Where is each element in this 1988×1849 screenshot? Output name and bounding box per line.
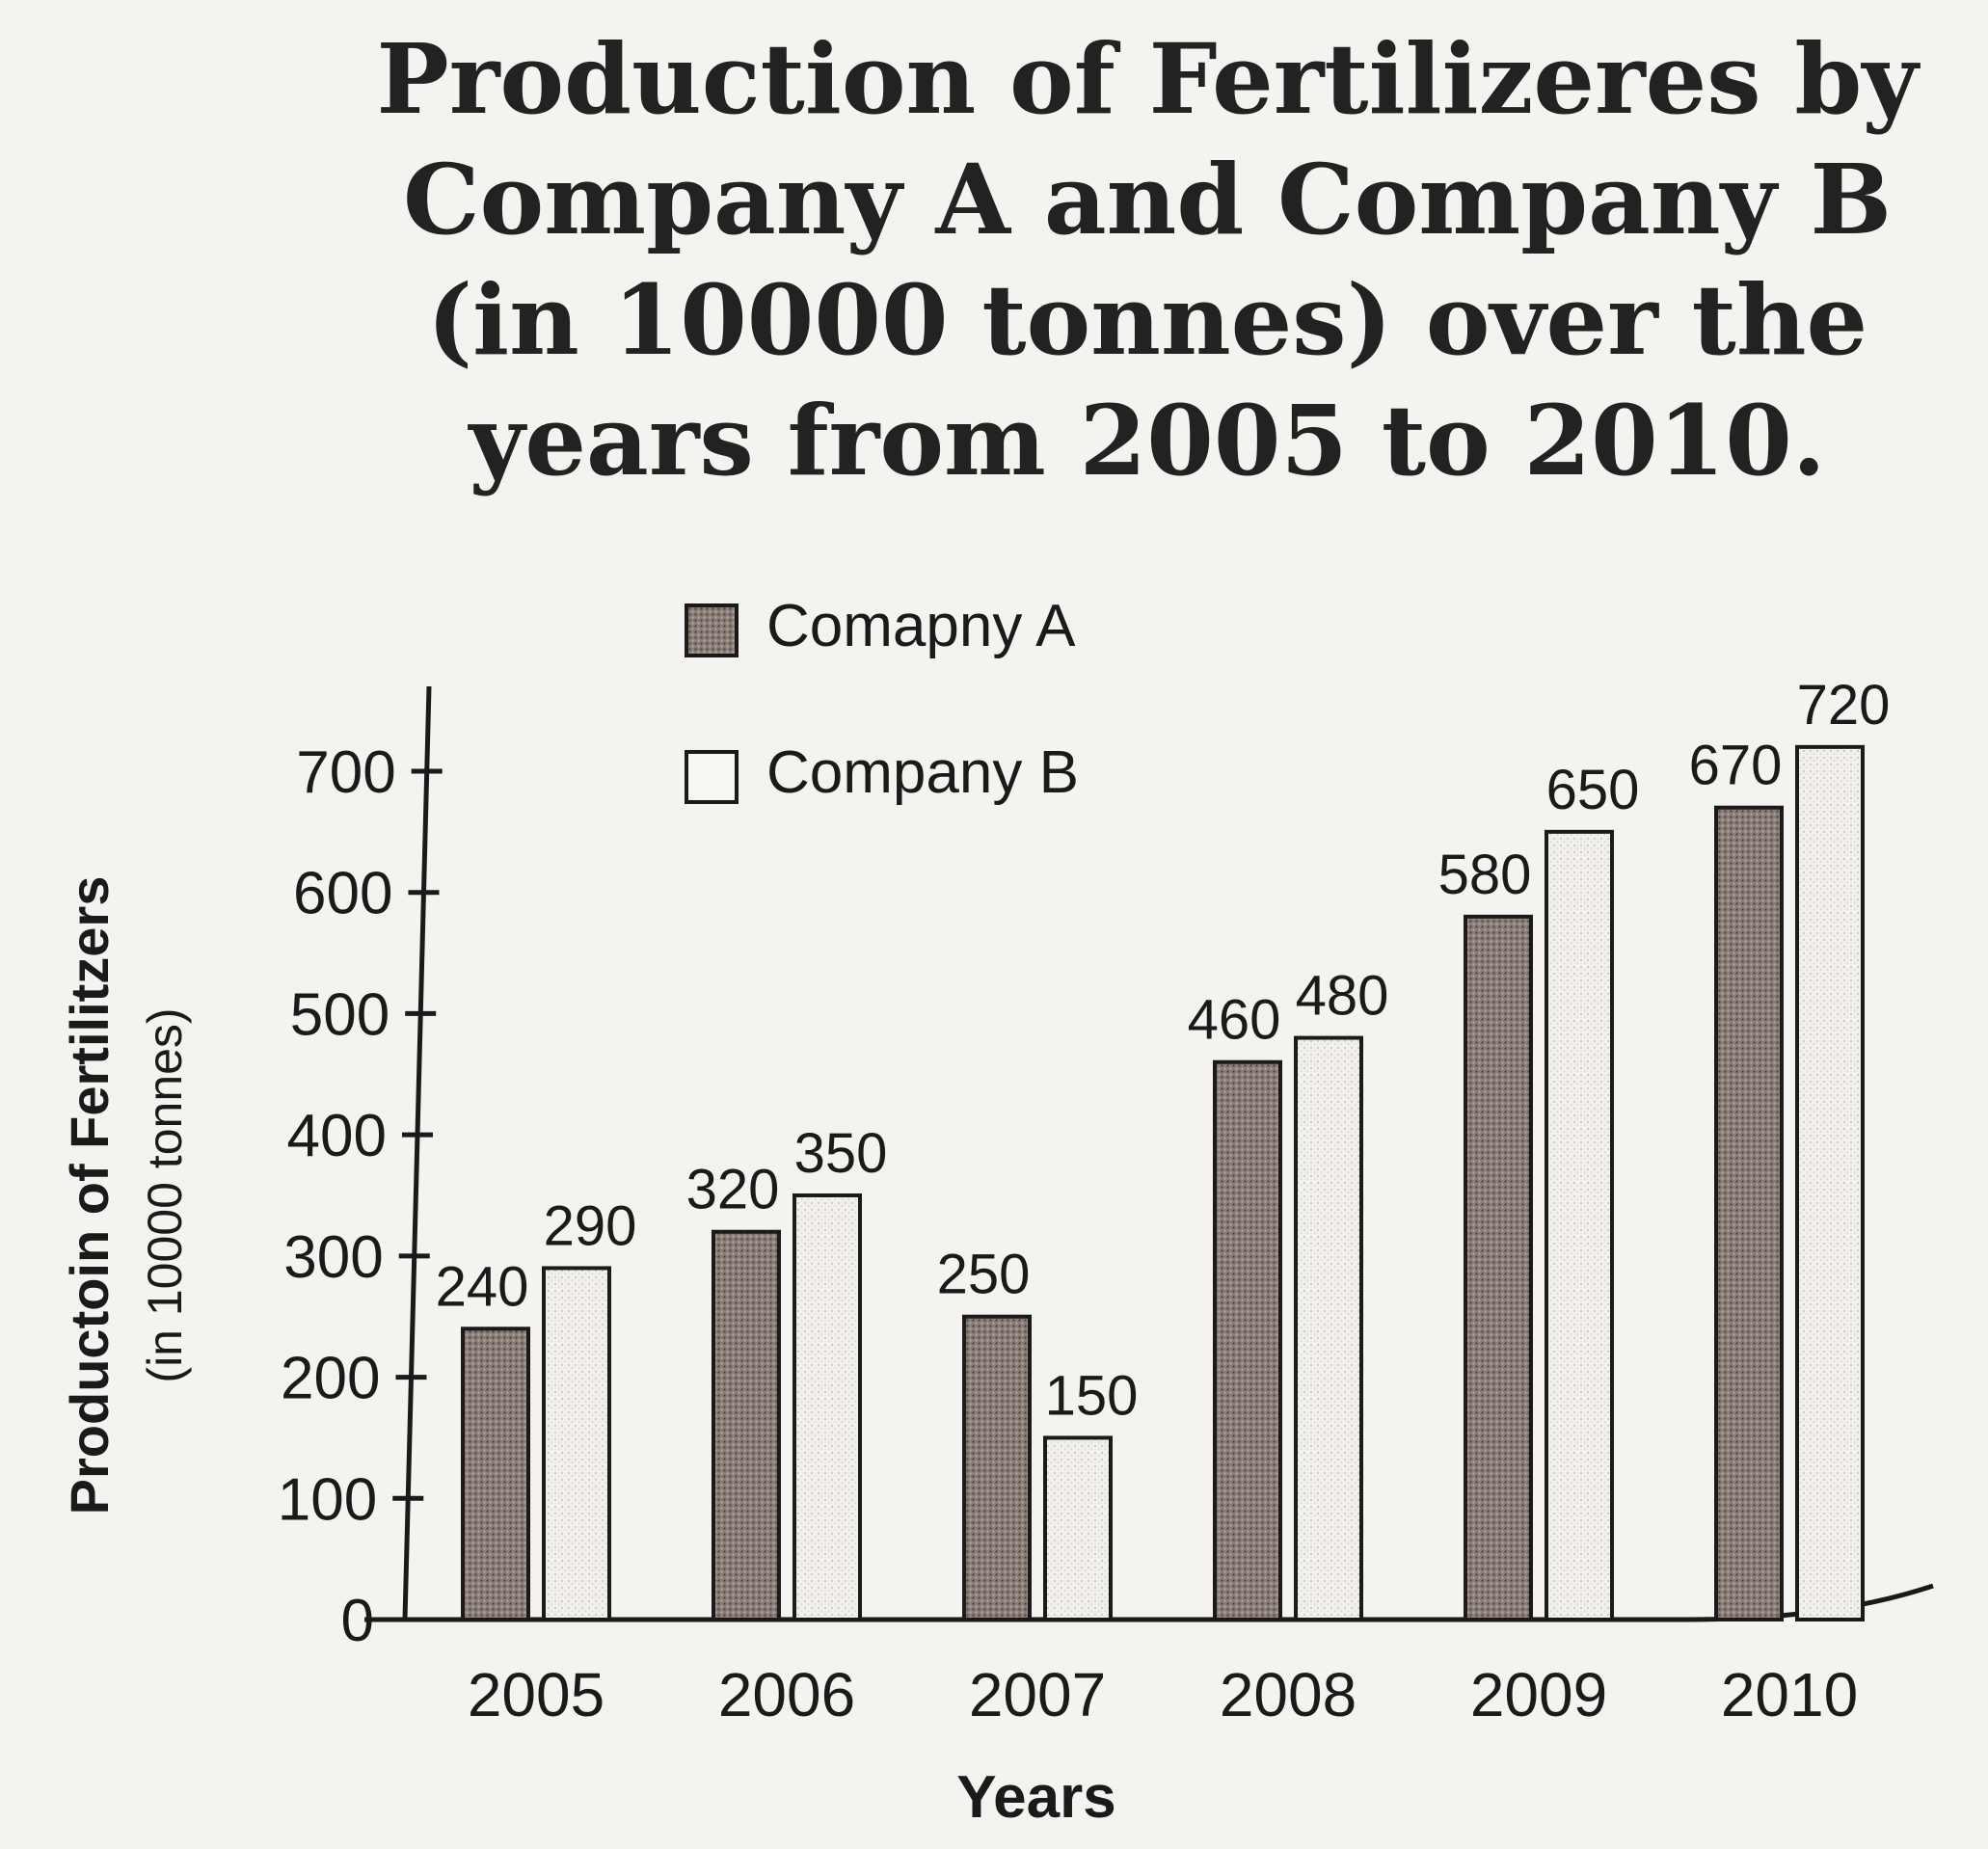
bar-company-b-2006: [793, 1193, 862, 1621]
x-tick-label: 2009: [1470, 1660, 1607, 1729]
x-tick-label: 2007: [969, 1660, 1106, 1729]
chart-title: Production of Fertilizeres by Company A …: [376, 22, 1919, 497]
y-axis-label: Productoin of Fertilitzers: [59, 876, 120, 1515]
y-tick-label: 100: [278, 1466, 377, 1533]
legend-label-company-b: Company B: [766, 739, 1079, 806]
bar-company-b-2007: [1043, 1435, 1113, 1622]
bar-company-a-2007: [962, 1314, 1032, 1621]
x-tick-label: 2006: [718, 1660, 855, 1729]
y-axis-sublabel: (in 10000 tonnes): [138, 1007, 192, 1382]
legend: Comapny A Company B: [685, 593, 1079, 806]
bar-company-a-2008: [1213, 1059, 1282, 1621]
bars: [461, 744, 1865, 1622]
bar-company-a-2010: [1714, 805, 1784, 1621]
bar-company-a-2006: [712, 1229, 781, 1621]
x-axis-label: Years: [956, 1764, 1116, 1831]
data-label: 150: [1045, 1364, 1139, 1427]
legend-swatch-company-b: [685, 750, 739, 804]
y-tick-label: 300: [283, 1224, 383, 1291]
data-label: 350: [794, 1122, 888, 1185]
bar-company-a-2009: [1464, 914, 1533, 1621]
data-label: 580: [1438, 844, 1532, 906]
y-tick-label: 600: [293, 861, 392, 927]
bar-company-b-2008: [1294, 1035, 1363, 1621]
data-label: 650: [1546, 759, 1640, 821]
bar-company-b-2010: [1795, 744, 1865, 1621]
legend-label-company-a: Comapny A: [766, 593, 1076, 659]
y-axis-line: [402, 685, 432, 1621]
y-tick-label: 500: [290, 981, 390, 1048]
y-tick-label: 0: [341, 1588, 374, 1654]
y-tick-label: 200: [281, 1346, 380, 1412]
data-label: 290: [544, 1194, 637, 1257]
bar-company-a-2005: [461, 1326, 530, 1622]
data-label: 250: [937, 1244, 1031, 1306]
data-label: 240: [436, 1255, 529, 1318]
y-tick-label: 700: [296, 739, 395, 806]
y-tick-label: 400: [287, 1103, 387, 1169]
data-label: 320: [686, 1159, 780, 1221]
data-label: 670: [1689, 735, 1783, 797]
x-tick-label: 2005: [468, 1660, 604, 1729]
data-label: 460: [1188, 989, 1281, 1052]
data-label: 480: [1296, 965, 1389, 1028]
bar-company-b-2005: [542, 1266, 611, 1622]
x-tick-label: 2010: [1721, 1660, 1858, 1729]
data-label: 720: [1797, 674, 1891, 737]
x-tick-label: 2008: [1220, 1660, 1357, 1729]
legend-swatch-company-a: [685, 603, 739, 657]
bar-company-b-2009: [1545, 829, 1614, 1621]
